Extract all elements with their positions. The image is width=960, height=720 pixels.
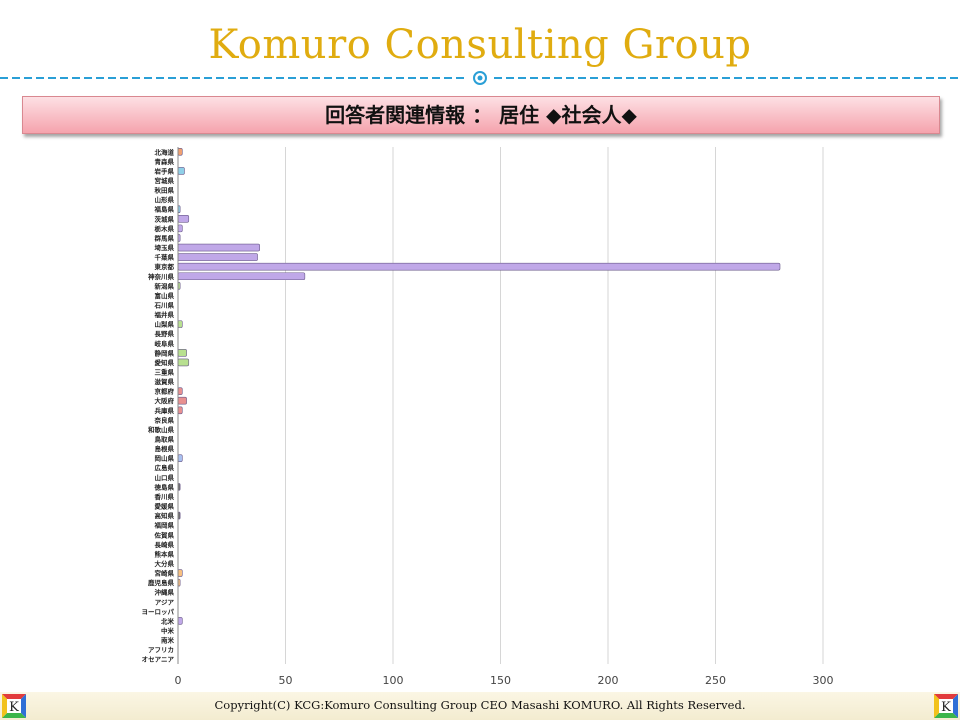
category-label: 栃木県 — [155, 224, 175, 233]
category-label: 愛知県 — [155, 358, 175, 367]
logo-letter: K — [941, 700, 951, 715]
kcg-logo-right: K — [934, 694, 958, 718]
category-label: 山梨県 — [155, 320, 175, 329]
category-label: 茨城県 — [155, 214, 175, 223]
category-label: 千葉県 — [155, 253, 175, 262]
category-label: 福島県 — [154, 205, 175, 214]
category-label: ヨーロッパ — [142, 607, 175, 616]
category-label: 長野県 — [155, 329, 175, 338]
category-label: 愛媛県 — [155, 502, 175, 511]
x-tick-label: 200 — [598, 674, 619, 687]
bar — [177, 253, 258, 261]
category-label: 秋田県 — [155, 186, 175, 195]
category-label: 神奈川県 — [148, 272, 175, 281]
category-label: 鹿児島県 — [148, 578, 175, 587]
x-tick-label: 50 — [279, 674, 293, 687]
category-label: 北海道 — [155, 147, 175, 156]
bar — [177, 454, 183, 462]
category-label: 京都府 — [155, 387, 175, 396]
x-tick-label: 250 — [705, 674, 726, 687]
category-label: 鳥取県 — [155, 435, 175, 444]
bar — [177, 320, 183, 328]
bar — [177, 387, 183, 395]
category-label: 岡山県 — [155, 454, 175, 463]
category-label: アフリカ — [148, 646, 174, 654]
bar — [177, 215, 190, 223]
category-label: 石川県 — [154, 300, 175, 309]
category-label: アジア — [155, 598, 175, 606]
bar — [177, 243, 260, 252]
category-label: 福岡県 — [154, 521, 175, 530]
category-label: 宮崎県 — [155, 569, 175, 578]
category-label: 岩手県 — [154, 166, 175, 175]
bar — [177, 262, 781, 271]
x-tick-label: 100 — [383, 674, 404, 687]
category-label: 奈良県 — [154, 415, 175, 424]
header-divider — [0, 71, 960, 85]
category-label: 佐賀県 — [154, 530, 175, 539]
bar — [177, 358, 190, 367]
category-label: 兵庫県 — [155, 406, 175, 415]
category-label: 沖縄県 — [155, 588, 175, 597]
footer-bar — [0, 692, 960, 720]
category-label: 富山県 — [155, 291, 175, 300]
bar-chart: 0 50 100 150 200 250 300 北海道青森県岩手県宮城県秋田県山形県福島県茨… — [142, 147, 834, 687]
category-label: 熊本県 — [155, 549, 175, 558]
category-label: 福井県 — [154, 310, 175, 319]
bar — [177, 147, 183, 156]
category-label: 山形県 — [155, 195, 175, 204]
category-label: 三重県 — [155, 367, 175, 376]
category-label: 青森県 — [155, 157, 175, 166]
category-label: 中米 — [161, 626, 175, 635]
category-label: 高知県 — [155, 511, 175, 520]
x-tick-label: 0 — [175, 674, 182, 687]
category-label: 香川県 — [155, 492, 175, 501]
bar — [177, 396, 187, 405]
category-label: 島根県 — [155, 444, 175, 453]
footer-copyright: Copyright(C) KCG:Komuro Consulting Group… — [214, 698, 746, 712]
logo-letter: K — [9, 700, 19, 715]
x-tick-label: 300 — [813, 674, 834, 687]
bar — [177, 224, 183, 233]
category-label: 東京都 — [155, 262, 175, 271]
category-label: オセアニア — [142, 656, 175, 664]
category-label: 滋賀県 — [155, 377, 175, 386]
category-label: 和歌山県 — [147, 425, 175, 434]
category-label: 広島県 — [155, 463, 175, 472]
bar — [177, 406, 183, 415]
bar — [177, 349, 187, 357]
category-label: 岐阜県 — [155, 339, 175, 348]
x-tick-label: 150 — [490, 674, 511, 687]
category-label: 南米 — [161, 636, 175, 645]
category-label: 群馬県 — [155, 233, 175, 242]
category-label: 静岡県 — [155, 348, 175, 357]
category-label: 大阪府 — [155, 396, 175, 405]
category-label: 北米 — [161, 616, 175, 625]
subtitle-banner: 回答者関連情報 ： 居住 ◆社会人◆ — [22, 96, 940, 134]
kcg-logo-left: K — [2, 694, 26, 718]
category-label: 宮城県 — [155, 176, 175, 185]
category-label: 徳島県 — [154, 482, 175, 491]
category-label: 長崎県 — [155, 540, 175, 549]
category-label: 埼玉県 — [155, 243, 175, 252]
bar — [177, 167, 185, 175]
bar — [177, 569, 183, 577]
category-label: 大分県 — [155, 559, 175, 568]
bar — [177, 272, 306, 281]
category-label: 山口県 — [155, 473, 175, 482]
header-title: Komuro Consulting Group — [208, 22, 752, 68]
bar — [177, 617, 183, 625]
category-label: 新潟県 — [155, 281, 175, 290]
